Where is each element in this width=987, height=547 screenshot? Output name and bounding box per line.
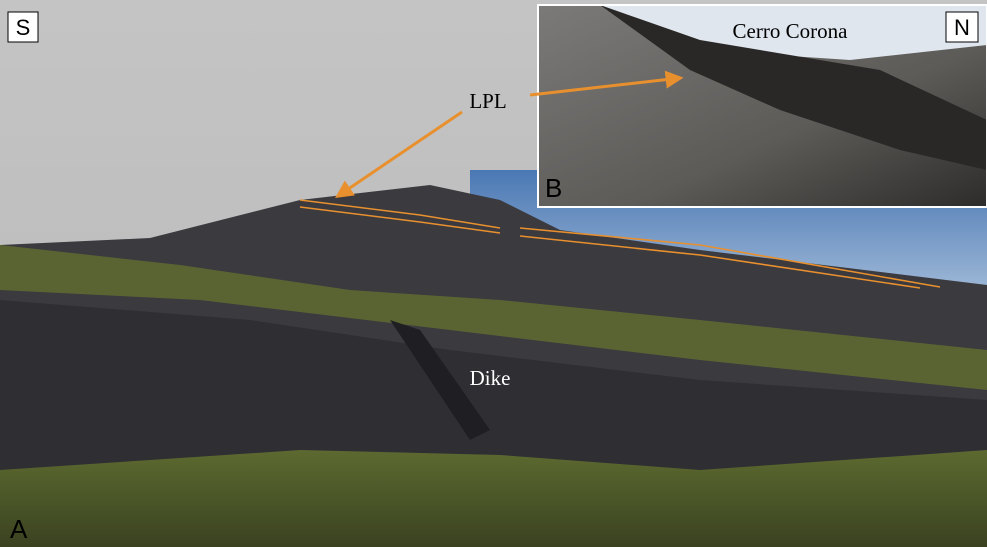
- inset-cliff: [600, 5, 987, 170]
- feature-label: Dike: [470, 366, 511, 390]
- arrow: [529, 70, 684, 97]
- north-label: N: [954, 15, 970, 40]
- panel-label: A: [10, 514, 28, 544]
- panel-label: B: [545, 173, 562, 203]
- foreground: [0, 450, 987, 547]
- dike: [390, 320, 490, 440]
- south-label: S: [16, 15, 31, 40]
- arrow: [335, 110, 463, 199]
- layer-label: LPL: [469, 89, 506, 113]
- inset-slope: [538, 5, 987, 207]
- inset-photo: [537, 4, 987, 208]
- layer-trace: [299, 199, 941, 289]
- grass-slope: [0, 245, 987, 390]
- label-box: [945, 11, 979, 43]
- place-label: Cerro Corona: [733, 19, 849, 43]
- label-box: [7, 11, 39, 43]
